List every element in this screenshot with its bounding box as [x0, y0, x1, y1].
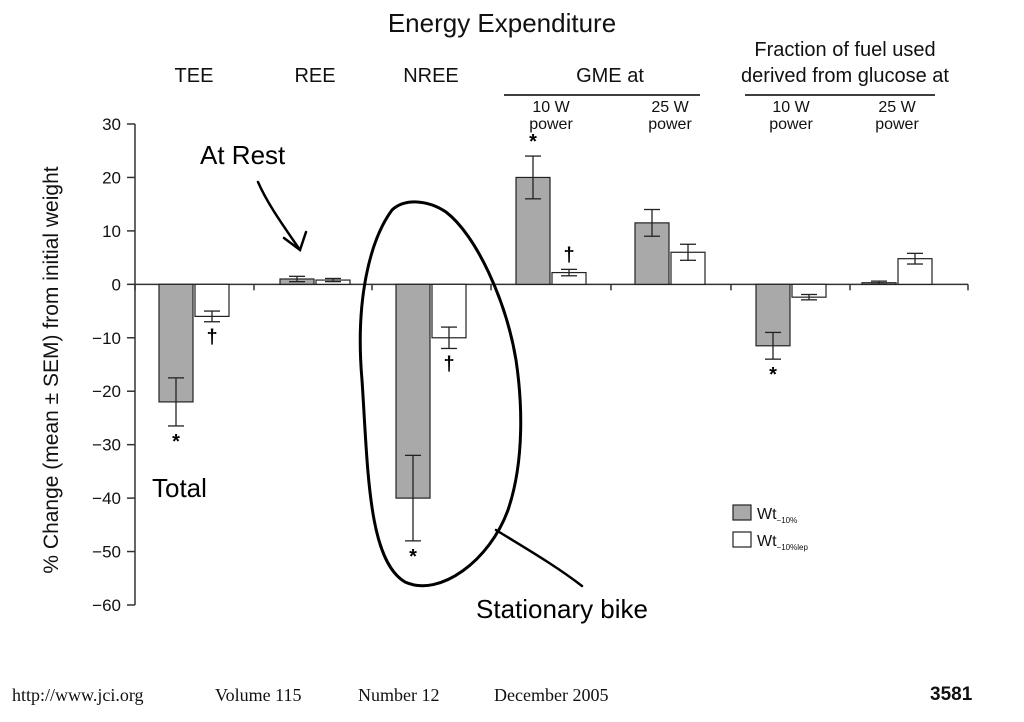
annotation-total: Total: [152, 473, 207, 503]
y-tick-label: 20: [102, 168, 121, 187]
significance-star: *: [172, 431, 180, 453]
annotation-at-rest: At Rest: [200, 140, 286, 170]
group-label-fuel: derived from glucose at: [741, 65, 949, 87]
annotations: At Rest Total Stationary bike: [152, 140, 648, 624]
category-label: 10 W: [772, 99, 810, 116]
category-label: power: [875, 116, 919, 133]
y-tick-label: −20: [92, 382, 121, 401]
header-layer: Energy Expenditure: [388, 8, 616, 38]
y-tick-label: −60: [92, 596, 121, 615]
legend-swatch: [732, 504, 752, 521]
significance-star: *: [769, 364, 777, 386]
group-label-fuel: Fraction of fuel used: [754, 39, 935, 61]
y-tick-label: 0: [112, 275, 121, 294]
legend-swatch: [732, 531, 752, 548]
annotation-stationary-bike-pointer: [494, 528, 584, 588]
significance-dagger: †: [443, 353, 454, 375]
annotation-stationary-bike: Stationary bike: [476, 594, 648, 624]
y-tick-label: 10: [102, 222, 121, 241]
footer-url[interactable]: http://www.jci.org: [12, 685, 144, 705]
footer-page-number: 3581: [930, 684, 973, 705]
category-label: REE: [294, 65, 335, 87]
y-tick-label: 30: [102, 115, 121, 134]
annotation-at-rest-arrow: [256, 180, 308, 253]
category-label: 25 W: [651, 99, 689, 116]
legend-label: Wt−10%lep: [757, 533, 808, 552]
bars-layer: * * * * † † †: [158, 131, 933, 568]
group-label-gme: GME at: [576, 65, 644, 87]
significance-dagger: †: [563, 244, 574, 266]
y-tick-label: −30: [92, 436, 121, 455]
significance-dagger: †: [206, 327, 217, 349]
y-tick-label: −50: [92, 543, 121, 562]
chart-title: Energy Expenditure: [388, 8, 616, 38]
group-labels-layer: GME at Fraction of fuel used derived from …: [504, 39, 949, 96]
significance-star: *: [409, 546, 417, 568]
footer-number: Number 12: [358, 685, 440, 705]
footer-volume: Volume 115: [215, 685, 302, 705]
category-label: 25 W: [878, 99, 916, 116]
category-label: TEE: [175, 65, 214, 87]
significance-star: *: [529, 131, 537, 153]
energy-expenditure-chart: Energy Expenditure 30 20 10 0 −10 −20 −30 −40 −5…: [40, 8, 969, 624]
y-axis-label: % Change (mean ± SEM) from initial weigh…: [40, 166, 63, 573]
annotation-nree-circle: [358, 200, 523, 588]
category-label: power: [529, 116, 573, 133]
legend-label: Wt−10%: [757, 506, 797, 525]
category-label: power: [648, 116, 692, 133]
category-label: 10 W: [532, 99, 570, 116]
y-tick-label: −10: [92, 329, 121, 348]
legend: Wt−10% Wt−10%lep: [732, 504, 808, 552]
category-label: NREE: [403, 65, 459, 87]
footer-date: December 2005: [494, 685, 609, 705]
category-label: power: [769, 116, 813, 133]
y-tick-label: −40: [92, 489, 121, 508]
